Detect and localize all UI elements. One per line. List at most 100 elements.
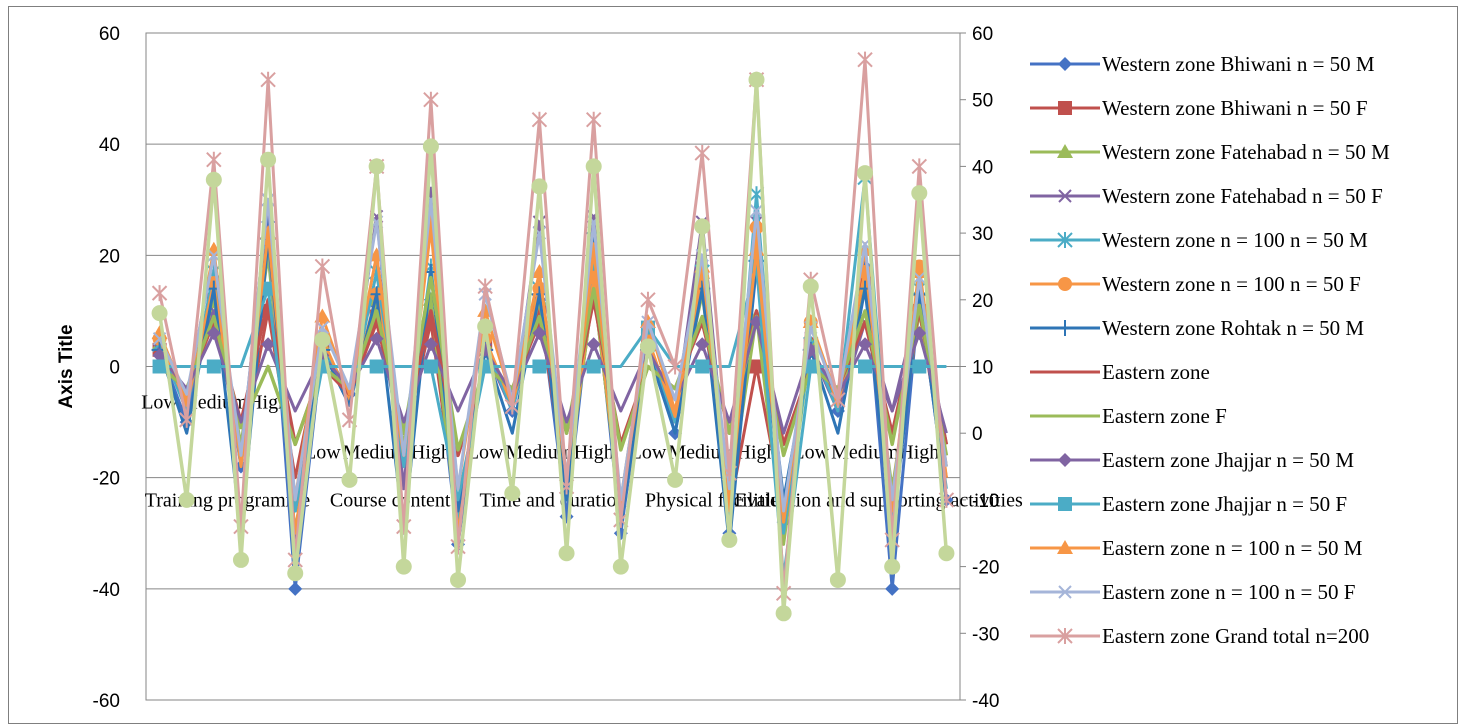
- y-tick-label: -20: [93, 469, 120, 490]
- legend-marker-6: [1057, 320, 1073, 336]
- data-point-14: [205, 171, 222, 188]
- data-point-12: [749, 204, 764, 218]
- data-point-10: [261, 281, 276, 296]
- data-point-9: [858, 337, 873, 352]
- y2-tick-label: 10: [972, 358, 993, 379]
- data-point-14: [260, 151, 277, 168]
- data-point-14: [368, 158, 385, 175]
- data-point-13: [585, 111, 602, 128]
- legend-marker-0: [1058, 57, 1072, 71]
- data-point-9: [261, 337, 276, 352]
- data-point-13: [531, 111, 548, 128]
- data-point-13: [911, 158, 928, 175]
- legend-marker-9: [1058, 453, 1072, 467]
- legend-marker-11: [1057, 540, 1073, 554]
- data-point-14: [287, 565, 304, 582]
- x-tick-label: Low: [467, 442, 504, 464]
- legend-label-11: Eastern zone n = 100 n = 50 M: [1102, 536, 1363, 560]
- data-point-9: [369, 331, 384, 346]
- data-point-14: [558, 545, 575, 562]
- legend-label-3: Western zone Fatehabad n = 50 F: [1102, 184, 1383, 208]
- data-point-13: [694, 145, 710, 162]
- x-tick-label: High: [737, 442, 777, 464]
- legend-marker-1: [1058, 101, 1072, 115]
- data-point-9: [586, 337, 601, 352]
- y2-tick-label: 50: [972, 91, 993, 112]
- legend-label-5: Western zone n = 100 n = 50 F: [1102, 272, 1361, 296]
- legend-marker-10: [1058, 497, 1072, 511]
- data-point-9: [152, 348, 167, 363]
- y-tick-label: 60: [99, 24, 120, 45]
- legend-label-2: Western zone Fatehabad n = 50 M: [1102, 140, 1390, 164]
- data-point-10: [369, 359, 384, 374]
- data-point-10: [532, 359, 547, 374]
- legend-marker-5: [1058, 277, 1072, 291]
- data-point-9: [423, 337, 438, 352]
- data-point-13: [830, 391, 846, 408]
- data-point-14: [748, 71, 765, 88]
- legend-label-0: Western zone Bhiwani n = 50 M: [1102, 52, 1375, 76]
- x-group-label: Time and duration: [479, 490, 626, 512]
- y2-tick-label: 40: [972, 157, 993, 178]
- data-point-13: [640, 291, 656, 308]
- legend-marker-4: [1057, 232, 1073, 248]
- data-point-13: [151, 285, 168, 302]
- data-point-0: [559, 509, 574, 524]
- y2-tick-label: -40: [972, 691, 999, 712]
- x-tick-label: Low: [141, 392, 178, 414]
- legend-marker-2: [1057, 144, 1073, 158]
- data-point-14: [612, 558, 629, 575]
- data-point-13: [206, 151, 222, 168]
- data-point-14: [829, 571, 846, 588]
- data-point-14: [694, 218, 711, 235]
- data-point-10: [912, 359, 927, 374]
- y-tick-label: -40: [93, 580, 120, 601]
- x-tick-label: High: [899, 442, 939, 464]
- series-line-14: [157, 77, 949, 616]
- legend-label-4: Western zone n = 100 n = 50 M: [1102, 228, 1368, 252]
- data-point-14: [639, 338, 656, 355]
- data-point-9: [695, 337, 710, 352]
- data-point-14: [178, 491, 195, 508]
- x-group-label: Course content: [330, 490, 451, 512]
- y-tick-label: 20: [99, 246, 120, 267]
- data-point-14: [422, 138, 439, 155]
- data-point-14: [585, 158, 602, 175]
- data-point-10: [423, 359, 438, 374]
- x-tick-label: Low: [304, 442, 341, 464]
- data-point-13: [504, 398, 521, 415]
- legend-label-12: Eastern zone n = 100 n = 50 F: [1102, 580, 1355, 604]
- y2-tick-label: -10: [972, 491, 999, 512]
- data-point-13: [423, 91, 439, 108]
- x-group-label: Physical facilities: [645, 490, 787, 512]
- y2-tick-label: 0: [972, 424, 983, 445]
- data-point-9: [206, 326, 221, 341]
- data-point-13: [477, 278, 493, 295]
- x-tick-label: Low: [630, 442, 667, 464]
- data-point-14: [911, 185, 928, 202]
- x-tick-label: High: [411, 442, 451, 464]
- y-tick-label: -60: [93, 691, 120, 712]
- data-point-13: [314, 258, 331, 275]
- y2-tick-label: 20: [972, 291, 993, 312]
- y2-tick-label: -30: [972, 624, 999, 645]
- legend-marker-3: [1058, 189, 1072, 203]
- data-point-9: [912, 326, 927, 341]
- data-point-14: [151, 305, 168, 322]
- data-point-10: [858, 359, 873, 374]
- data-point-10: [152, 359, 167, 374]
- data-point-14: [775, 605, 792, 622]
- legend-label-9: Eastern zone Jhajjar n = 50 M: [1102, 448, 1354, 472]
- y-axis-title: Axis Title: [56, 324, 77, 408]
- legend-marker-12: [1058, 585, 1072, 599]
- legend-label-10: Eastern zone Jhajjar n = 50 F: [1102, 492, 1347, 516]
- data-point-10: [206, 359, 221, 374]
- data-point-14: [938, 545, 955, 562]
- data-point-14: [504, 485, 521, 502]
- y-tick-label: 40: [99, 135, 120, 156]
- data-point-0: [288, 581, 303, 596]
- data-point-1: [749, 359, 764, 374]
- data-point-13: [667, 358, 683, 375]
- y2-tick-label: 30: [972, 224, 993, 245]
